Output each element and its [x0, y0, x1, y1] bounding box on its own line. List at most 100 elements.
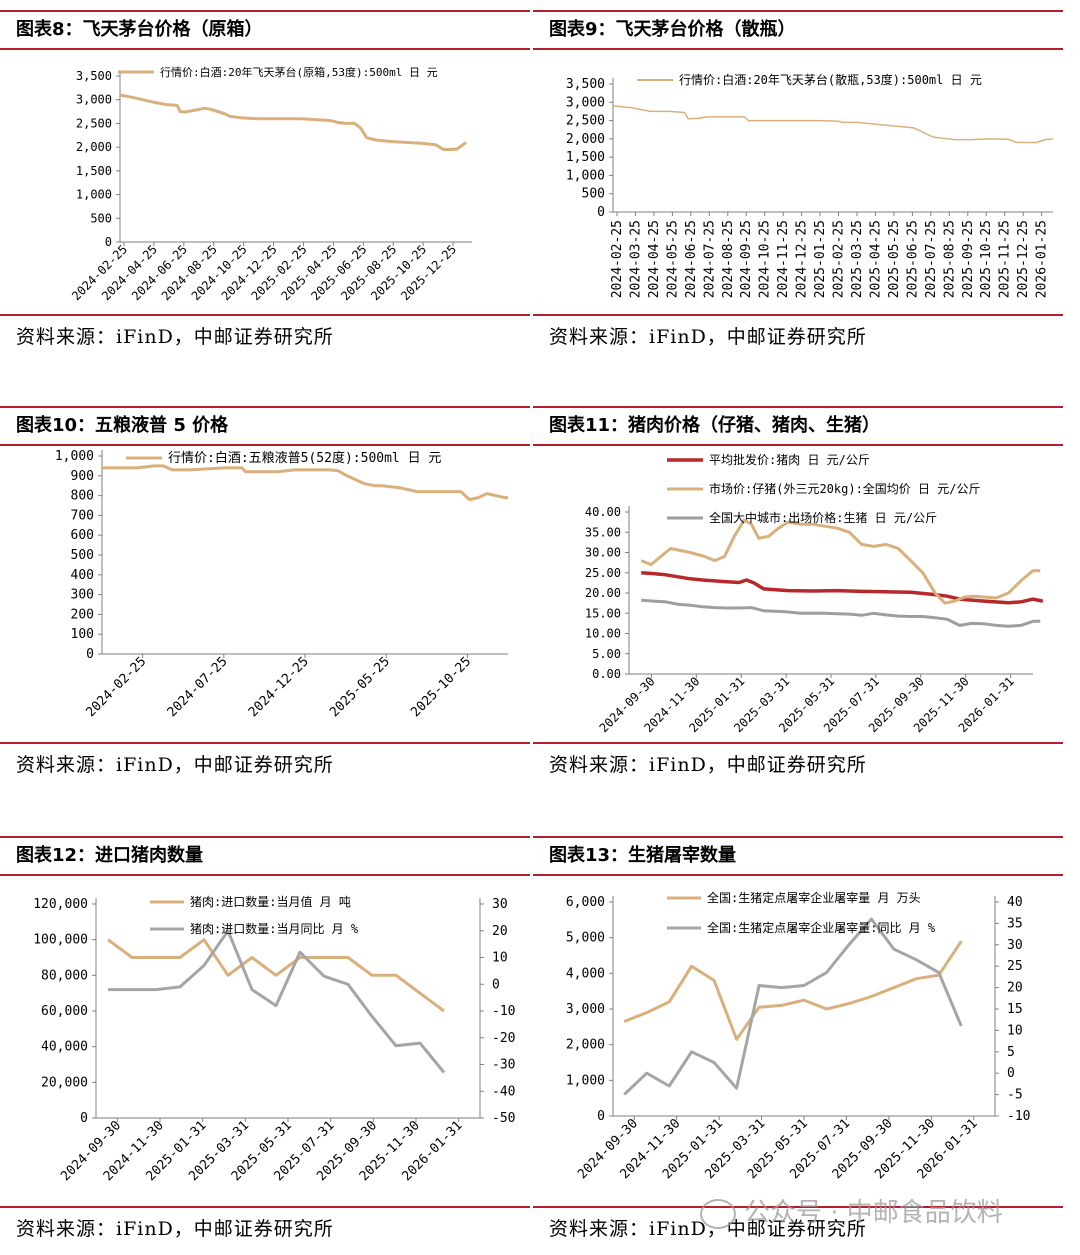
c13-y2tick-label: 35 [1007, 916, 1023, 931]
c10-series-1-line [102, 464, 508, 502]
c10-ytick-label: 400 [71, 568, 94, 583]
chart-11-svg: 0.00 5.00 10.00 15.00 20.00 25.00 30.00 35.00 40… [585, 452, 1044, 735]
c13-ytick-label: 6,000 [566, 895, 605, 910]
c9-xtick-label: 2026-01-25 [1035, 220, 1050, 298]
c9-ytick-label: 1,000 [566, 168, 605, 183]
c13-y2tick-label: -5 [1007, 1088, 1023, 1103]
chart-12-svg: 0 20,000 40,000 60,000 80,000 100,000 120,000 -… [33, 894, 515, 1184]
c12-y2tick-label: -20 [492, 1031, 515, 1046]
c10-xtick-label: 2024-12-25 [246, 654, 312, 720]
chart-13-source: 资料来源：iFinD，中邮证券研究所 [533, 1206, 1063, 1246]
c11-ytick-label: 30.00 [585, 546, 621, 560]
c9-xtick-label: 2025-01-25 [813, 220, 828, 298]
c13-series-2-line [623, 917, 963, 1096]
c10-ytick-label: 1,000 [55, 449, 94, 464]
c11-ytick-label: 25.00 [585, 566, 621, 580]
c10-xtick-label: 2025-05-25 [327, 654, 393, 720]
chart-11-title: 图表11：猪肉价格（仔猪、猪肉、生猪） [533, 406, 1063, 446]
chart-9-source: 资料来源：iFinD，中邮证券研究所 [533, 314, 1063, 354]
panel-chart-9: 图表9：飞天茅台价格（散瓶） 0 500 1,000 1,500 2,000 2,500 3… [533, 10, 1063, 360]
watermark: 公众号 · 中邮食品饮料 [700, 1192, 1003, 1229]
c13-y2tick-label: 25 [1007, 959, 1023, 974]
c8-ytick-label: 0 [105, 235, 112, 249]
c10-xtick-label: 2025-10-25 [408, 654, 474, 720]
c13-ytick-label: 0 [597, 1109, 605, 1124]
c12-y2tick-label: -10 [492, 1004, 515, 1019]
chart-8-source: 资料来源：iFinD，中邮证券研究所 [0, 314, 530, 354]
c9-xtick-label: 2025-09-25 [961, 220, 976, 298]
c9-ytick-label: 500 [582, 187, 605, 202]
c11-ytick-label: 15.00 [585, 606, 621, 620]
c11-ytick-label: 20.00 [585, 586, 621, 600]
c10-ytick-label: 600 [71, 528, 94, 543]
c12-ytick-label: 40,000 [41, 1040, 88, 1055]
c9-xtick-label: 2025-11-25 [998, 220, 1013, 298]
c9-ytick-label: 0 [597, 205, 605, 220]
c13-y2tick-label: -10 [1007, 1109, 1030, 1124]
c10-ytick-label: 500 [71, 548, 94, 563]
c13-ytick-label: 1,000 [566, 1073, 605, 1088]
c9-xtick-label: 2025-06-25 [905, 220, 920, 298]
c9-ytick-label: 2,500 [566, 114, 605, 129]
c13-ytick-label: 4,000 [566, 966, 605, 981]
c9-xtick-label: 2024-05-25 [665, 220, 680, 298]
c8-series-1-line [119, 93, 467, 151]
c9-xtick-label: 2024-11-25 [776, 220, 791, 298]
c12-y2tick-label: -30 [492, 1058, 515, 1073]
c11-series-2-line [640, 518, 1041, 605]
c9-ytick-label: 3,000 [566, 95, 605, 110]
c8-ytick-label: 1,000 [76, 188, 112, 202]
c10-legend-label: 行情价:白酒:五粮液普5(52度):500ml 日 元 [168, 450, 441, 466]
c8-ytick-label: 2,000 [76, 140, 112, 154]
panel-chart-13: 图表13：生猪屠宰数量 0 1,000 2,000 3,000 4,000 5,000 6,… [533, 836, 1063, 1246]
c8-ytick-label: 3,000 [76, 93, 112, 107]
chart-8-svg: 05001,0001,5002,0002,5003,0003,5002024-0… [69, 65, 472, 303]
c13-y2tick-label: 5 [1007, 1045, 1015, 1060]
chart-13-svg: 0 1,000 2,000 3,000 4,000 5,000 6,000 -10 -5 0 5 10… [566, 890, 1031, 1182]
panel-chart-10: 图表10：五粮液普 5 价格 0 100 200 300 400 500 600 700 800… [0, 406, 530, 786]
c9-xtick-label: 2025-12-25 [1016, 220, 1031, 298]
c12-y2tick-label: 30 [492, 897, 508, 912]
chart-12-title: 图表12：进口猪肉数量 [0, 836, 530, 876]
c9-xtick-label: 2024-03-25 [628, 220, 643, 298]
c9-ytick-label: 1,500 [566, 150, 605, 165]
c9-ytick-label: 3,500 [566, 77, 605, 92]
c12-ytick-label: 0 [80, 1111, 88, 1126]
c11-series-1-line [641, 571, 1044, 605]
c10-ytick-label: 0 [86, 647, 94, 662]
c9-xtick-label: 2025-10-25 [979, 220, 994, 298]
chart-8-title: 图表8：飞天茅台价格（原箱） [0, 10, 530, 50]
c11-ytick-label: 5.00 [592, 647, 621, 661]
c9-legend-label: 行情价:白酒:20年飞天茅台(散瓶,53度):500ml 日 元 [679, 72, 982, 87]
c11-ytick-label: 35.00 [585, 525, 621, 539]
c12-series-2-line [108, 929, 446, 1074]
c9-xtick-label: 2024-06-25 [684, 220, 699, 298]
wechat-icon [700, 1198, 736, 1229]
c11-legend-label: 市场价:仔猪(外三元20kg):全国均价 日 元/公斤 [709, 481, 980, 496]
chart-11-source: 资料来源：iFinD，中邮证券研究所 [533, 742, 1063, 782]
c12-y2tick-label: -40 [492, 1084, 515, 1099]
c11-ytick-label: 0.00 [592, 667, 621, 681]
chart-13-title: 图表13：生猪屠宰数量 [533, 836, 1063, 876]
c13-ytick-label: 5,000 [566, 931, 605, 946]
c12-ytick-label: 120,000 [33, 897, 88, 912]
c10-ytick-label: 200 [71, 607, 94, 622]
chart-10-source: 资料来源：iFinD，中邮证券研究所 [0, 742, 530, 782]
c9-ytick-label: 2,000 [566, 132, 605, 147]
c9-xtick-label: 2025-07-25 [924, 220, 939, 298]
c12-y2tick-label: 0 [492, 977, 500, 992]
watermark-text: 公众号 · 中邮食品饮料 [744, 1198, 1003, 1228]
c10-ytick-label: 900 [71, 469, 94, 484]
c13-y2tick-label: 10 [1007, 1023, 1023, 1038]
c13-y2tick-label: 0 [1007, 1066, 1015, 1081]
c8-legend-label: 行情价:白酒:20年飞天茅台(原箱,53度):500ml 日 元 [160, 65, 438, 79]
c13-y2tick-label: 30 [1007, 938, 1023, 953]
c9-xtick-label: 2024-12-25 [795, 220, 810, 298]
c11-series-3-line [641, 598, 1041, 628]
chart-12-source: 资料来源：iFinD，中邮证券研究所 [0, 1206, 530, 1246]
c8-ytick-label: 1,500 [76, 164, 112, 178]
c12-ytick-label: 80,000 [41, 968, 88, 983]
c11-ytick-label: 10.00 [585, 627, 621, 641]
c12-y2tick-label: 20 [492, 924, 508, 939]
c12-series-1-line [107, 938, 445, 1013]
